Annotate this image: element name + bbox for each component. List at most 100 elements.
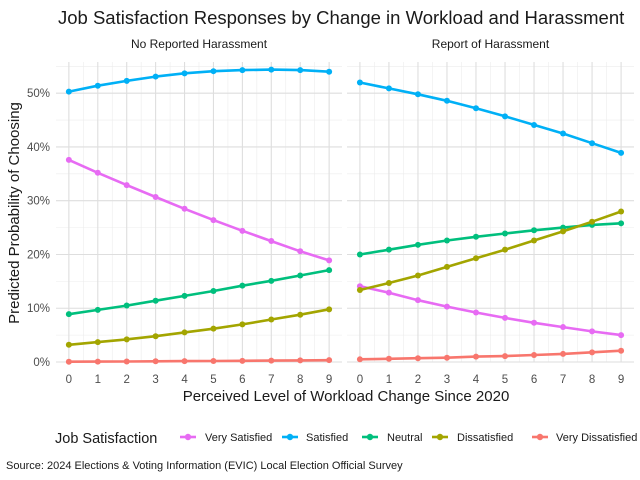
data-point — [181, 205, 188, 212]
data-point — [443, 263, 450, 270]
panel-2: Report of Harassment 0 1 2 3 4 5 6 7 8 9 — [347, 37, 634, 386]
data-point — [268, 66, 275, 73]
legend-key-point — [436, 433, 444, 441]
x-tick-label: 3 — [152, 374, 158, 386]
series-line — [358, 284, 623, 337]
data-point — [385, 279, 392, 286]
data-point — [210, 325, 217, 332]
data-point — [589, 140, 596, 147]
y-tick-label: 40% — [27, 142, 50, 154]
data-point — [531, 121, 538, 128]
data-point — [326, 357, 333, 364]
data-point — [326, 68, 333, 75]
data-point — [531, 227, 538, 234]
x-tick-label: 1 — [95, 374, 101, 386]
x-tick-label: 4 — [473, 374, 480, 386]
legend-item-neutral: Neutral — [362, 432, 422, 444]
data-point — [181, 292, 188, 299]
data-point — [210, 288, 217, 295]
data-point — [297, 357, 304, 364]
data-point — [502, 246, 509, 253]
legend-label: Very Satisfied — [205, 432, 272, 444]
data-point — [65, 156, 72, 163]
data-point — [181, 329, 188, 336]
data-point — [123, 358, 130, 365]
data-point — [65, 311, 72, 318]
y-tick-label: 30% — [27, 196, 50, 208]
data-point — [94, 82, 101, 89]
series-satisfied — [356, 79, 625, 156]
x-tick-label: 5 — [210, 374, 216, 386]
data-point — [385, 85, 392, 92]
data-point — [152, 73, 159, 80]
data-point — [618, 208, 625, 215]
data-point — [531, 237, 538, 244]
series-line — [67, 358, 331, 364]
data-point — [268, 357, 275, 364]
series-line — [358, 210, 623, 292]
data-point — [502, 230, 509, 237]
data-point — [531, 319, 538, 326]
data-point — [472, 105, 479, 112]
legend-item-very-dissatisfied: Very Dissatisfied — [532, 432, 637, 444]
series-very-dissatisfied — [65, 357, 333, 365]
data-point — [239, 321, 246, 328]
y-axis-label: Predicted Probability of Choosing — [6, 102, 23, 324]
data-point — [502, 314, 509, 321]
y-tick-label: 20% — [27, 249, 50, 261]
series-line — [67, 307, 331, 347]
data-point — [210, 68, 217, 75]
data-point — [297, 311, 304, 318]
x-tick-label: 0 — [66, 374, 72, 386]
series-line — [67, 158, 331, 262]
data-point — [589, 218, 596, 225]
data-point — [123, 302, 130, 309]
data-point — [210, 217, 217, 224]
data-point — [94, 306, 101, 313]
x-axis-label: Perceived Level of Workload Change Since… — [183, 388, 510, 405]
series-dissatisfied — [65, 306, 333, 348]
data-point — [472, 309, 479, 316]
source-caption: Source: 2024 Elections & Voting Informat… — [6, 460, 403, 472]
legend-item-very-satisfied: Very Satisfied — [180, 432, 272, 444]
legend-title: Job Satisfaction — [55, 431, 157, 447]
data-point — [239, 357, 246, 364]
data-point — [65, 88, 72, 95]
series-very-dissatisfied — [356, 347, 625, 363]
data-point — [472, 353, 479, 360]
data-point — [65, 341, 72, 348]
x-tick-label: 0 — [357, 374, 363, 386]
legend-key-point — [366, 433, 374, 441]
data-point — [385, 289, 392, 296]
x-tick-label: 2 — [415, 374, 421, 386]
data-point — [65, 358, 72, 365]
data-point — [443, 303, 450, 310]
data-point — [210, 357, 217, 364]
x-tick-label: 3 — [444, 374, 450, 386]
data-point — [385, 355, 392, 362]
data-point — [297, 248, 304, 255]
data-point — [239, 282, 246, 289]
data-point — [356, 79, 363, 86]
x-tick-label: 9 — [618, 374, 624, 386]
series-line — [67, 268, 331, 316]
legend-label: Very Dissatisfied — [556, 432, 637, 444]
data-point — [618, 347, 625, 354]
data-point — [326, 257, 333, 264]
x-tick-label: 7 — [268, 374, 274, 386]
x-tick-label: 8 — [297, 374, 303, 386]
x-tick-label: 9 — [326, 374, 332, 386]
data-point — [268, 277, 275, 284]
data-point — [123, 336, 130, 343]
data-point — [356, 251, 363, 258]
legend-key-point — [286, 433, 294, 441]
legend-key-point — [184, 433, 192, 441]
data-point — [560, 130, 567, 137]
data-point — [414, 297, 421, 304]
data-point — [618, 149, 625, 156]
panel-title: Report of Harassment — [432, 37, 550, 51]
x-tick-label: 5 — [502, 374, 508, 386]
data-point — [531, 352, 538, 359]
data-point — [560, 324, 567, 331]
x-tick-label: 2 — [124, 374, 130, 386]
